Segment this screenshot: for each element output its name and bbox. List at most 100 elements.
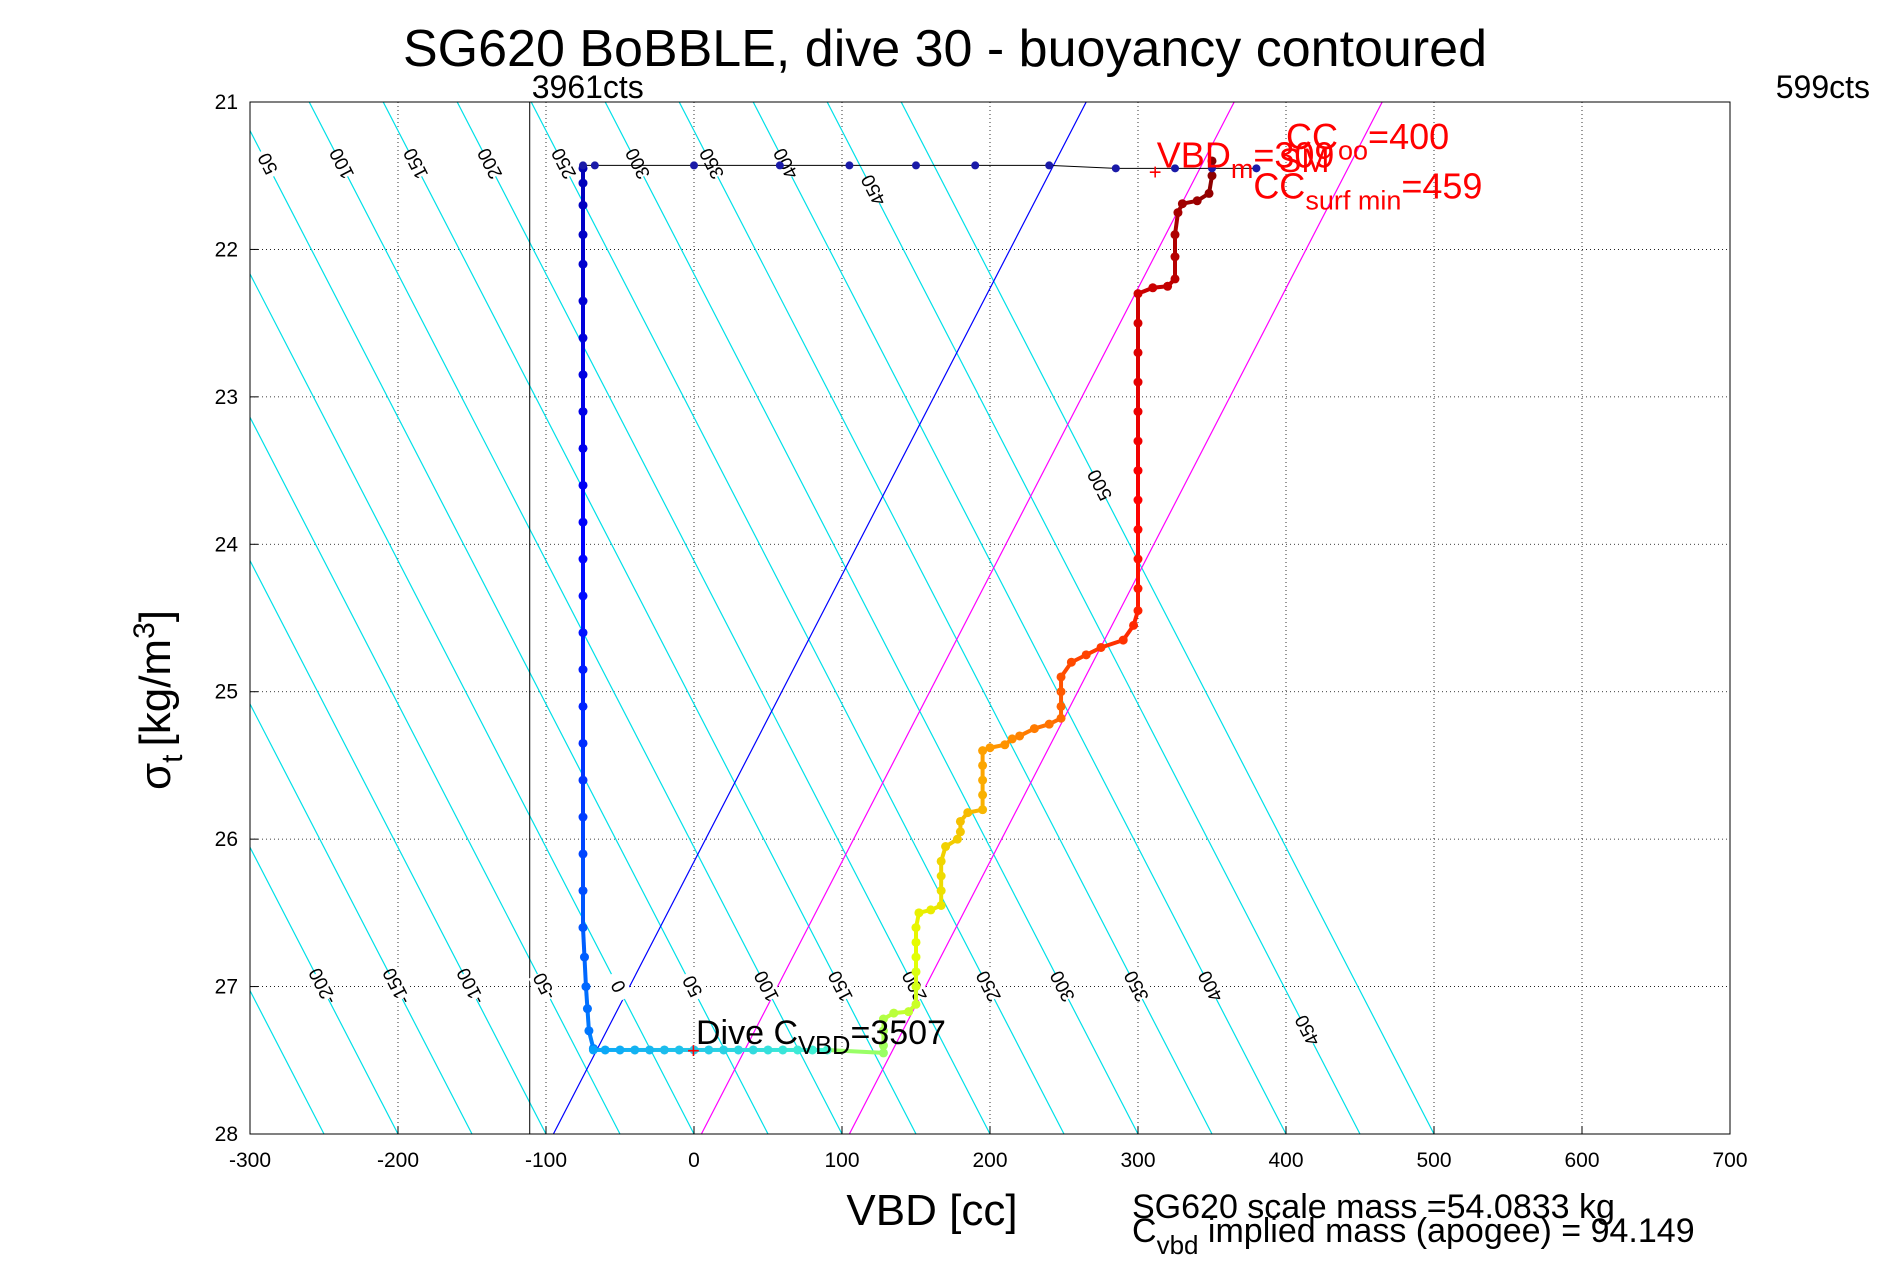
track-point <box>582 1004 592 1014</box>
y-tick-label: 24 <box>215 533 239 556</box>
y-axis-label-main: σ <box>131 763 180 790</box>
track-point <box>588 1045 598 1055</box>
contour-label: 350 <box>1121 967 1154 1005</box>
track-point <box>1204 188 1214 198</box>
x-tick-label: 700 <box>1712 1149 1747 1172</box>
surface-point <box>579 161 587 170</box>
track-point <box>1056 713 1066 723</box>
contour-label: 300 <box>1047 967 1080 1005</box>
track-point <box>926 905 936 915</box>
surface-path-line <box>583 164 1257 169</box>
track-point <box>1133 525 1143 535</box>
track-point <box>578 591 588 601</box>
contour-label: -200 <box>305 964 341 1007</box>
track-point <box>578 628 588 638</box>
track-point <box>911 923 921 933</box>
surface-point <box>590 161 599 170</box>
contour-line <box>604 102 1139 1134</box>
contour-label: 450 <box>858 171 891 209</box>
svg-text:σt[kg/m3]: σt [kg/m3] <box>128 610 189 790</box>
contour-label: 100 <box>326 144 359 182</box>
contour-line <box>250 1132 251 1134</box>
surface-point <box>775 161 784 170</box>
contour-label-bg <box>473 146 505 181</box>
y-tick-label: 21 <box>215 91 238 114</box>
track-point <box>578 738 588 748</box>
track-point <box>578 554 588 564</box>
contour-line <box>900 102 1435 1134</box>
contour-label: -100 <box>453 964 489 1007</box>
reference-lines <box>529 102 1383 1134</box>
contour-line <box>0 102 28 1134</box>
contour-line <box>250 846 399 1134</box>
counts-label-left: 3961cts <box>532 69 644 105</box>
track-point <box>985 743 995 753</box>
track-point <box>904 1007 914 1017</box>
track-point <box>911 982 921 992</box>
surface-point <box>845 161 854 170</box>
contour-label-bg <box>750 969 782 1004</box>
track-point <box>878 1048 888 1058</box>
track-point <box>1133 318 1143 328</box>
track-point <box>963 808 973 818</box>
track-point <box>659 1045 669 1055</box>
contour-label: 500 <box>1084 466 1117 504</box>
track-point <box>878 1014 888 1024</box>
track-point <box>1015 731 1025 741</box>
contour-label-bg <box>695 146 727 181</box>
axis-ticks: -300 -200 -100 0 100 200 300 400 500 600 700 21 22 23… <box>215 91 1748 1172</box>
counts-label-right: 599cts <box>1776 69 1870 105</box>
contour-label-bg <box>454 969 486 1004</box>
track-point <box>674 1045 684 1055</box>
contour-line <box>308 102 843 1134</box>
track-point <box>1056 687 1066 697</box>
track-point <box>578 259 588 269</box>
track-point <box>878 1041 888 1051</box>
track-point <box>1056 701 1066 711</box>
track-segment <box>582 956 588 987</box>
footer-scale-mass: SG620 scale mass =54.0833 kg <box>1132 1188 1615 1226</box>
track-point <box>689 1045 699 1055</box>
contour-label-bg <box>528 969 560 1004</box>
track-point <box>1000 740 1010 750</box>
contour-line <box>456 102 991 1134</box>
contour-label: 250 <box>973 967 1006 1005</box>
track-point <box>578 517 588 527</box>
track-point <box>1096 642 1106 652</box>
track-point <box>978 805 988 815</box>
track-point <box>955 816 965 826</box>
footer-implied-value: implied mass (apogee) = 94.149 <box>1198 1212 1694 1250</box>
contour-label-bg <box>769 146 801 181</box>
track-point <box>978 746 988 756</box>
reference-line <box>700 102 1235 1134</box>
y-axis-label-close: ] <box>131 610 180 622</box>
track-point <box>578 407 588 417</box>
track-point <box>807 1045 817 1055</box>
track-point <box>600 1045 610 1055</box>
track-point <box>1170 274 1180 284</box>
contour-line <box>250 559 547 1134</box>
contour-line <box>0 102 102 1134</box>
contour-label-bg <box>399 146 431 181</box>
track-point <box>936 871 946 881</box>
x-tick-label: -100 <box>525 1149 567 1172</box>
track-point <box>1163 281 1173 291</box>
x-tick-label: 600 <box>1564 1149 1599 1172</box>
contour-label: 400 <box>1195 967 1228 1005</box>
track-point <box>1133 466 1143 476</box>
track-point <box>578 923 588 933</box>
track-point <box>584 1026 594 1036</box>
track-point <box>1044 719 1054 729</box>
contour-label-bg <box>621 146 653 181</box>
track-point <box>719 1045 729 1055</box>
contour-label: 250 <box>548 144 581 182</box>
surface-point <box>1111 164 1120 173</box>
track-point <box>645 1045 655 1055</box>
contour-label: 200 <box>474 144 507 182</box>
track-point <box>704 1045 714 1055</box>
y-tick-label: 22 <box>215 238 238 261</box>
track-point <box>936 856 946 866</box>
x-tick-label: 500 <box>1416 1149 1451 1172</box>
track-point <box>733 1045 743 1055</box>
